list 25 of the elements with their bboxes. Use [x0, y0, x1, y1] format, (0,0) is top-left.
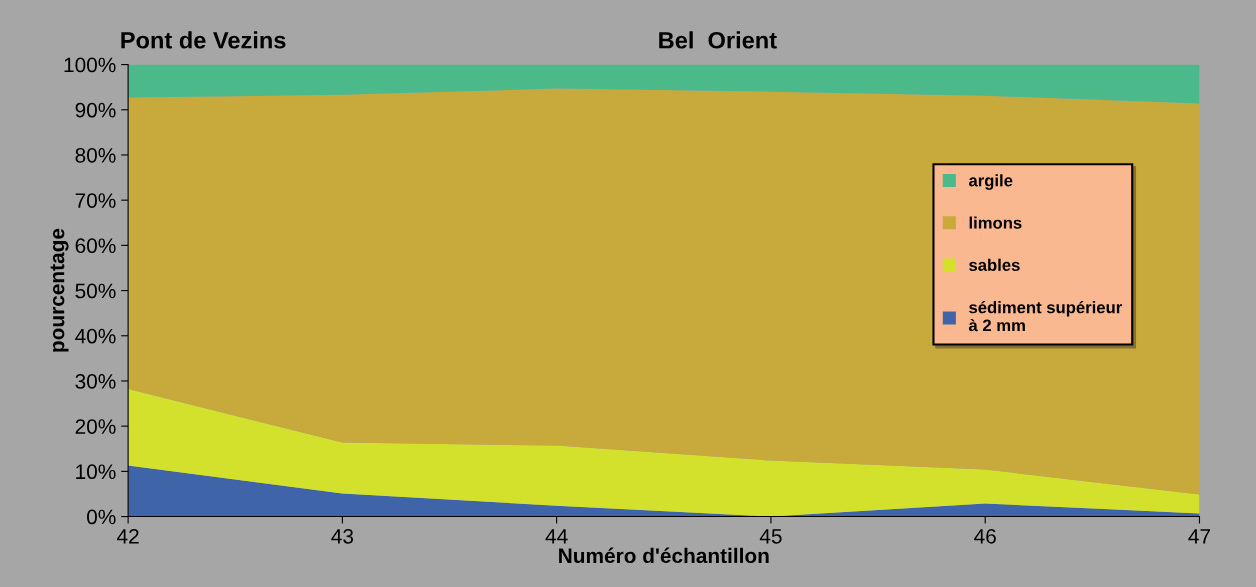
- y-tick-label: 50%: [75, 283, 116, 299]
- legend-label: sables: [969, 258, 1020, 271]
- x-tick-label: 45: [759, 529, 782, 544]
- x-tick-label: 43: [331, 528, 354, 544]
- y-tick-label: 60%: [75, 238, 116, 254]
- text: Pont de Vezins: [121, 31, 286, 49]
- legend-label: argile: [968, 174, 1013, 190]
- y-tick-label: 0%: [87, 509, 116, 525]
- y-tick-label: 100%: [64, 57, 116, 73]
- y-axis-title: pourcentage: [50, 228, 69, 352]
- legend-label: limons: [969, 216, 1022, 229]
- x-tick-label: 44: [545, 529, 568, 544]
- x-axis-title: Numéro d'échantillon: [559, 547, 769, 564]
- y-tick-label: 90%: [75, 102, 116, 118]
- y-tick-label: 40%: [75, 328, 116, 344]
- y-tick-label: 20%: [75, 419, 116, 434]
- x-tick-label: 46: [974, 528, 996, 544]
- y-tick-label: 10%: [76, 464, 116, 480]
- text: Bel Orient: [659, 31, 777, 49]
- y-tick-label: 70%: [75, 193, 116, 208]
- legend-label: sédiment supérieur à 2 mm: [968, 300, 1122, 332]
- y-tick-label: 80%: [75, 147, 116, 163]
- x-tick-label: 47: [1188, 529, 1211, 544]
- x-tick-label: 42: [117, 528, 139, 544]
- y-tick-label: 30%: [75, 373, 116, 389]
